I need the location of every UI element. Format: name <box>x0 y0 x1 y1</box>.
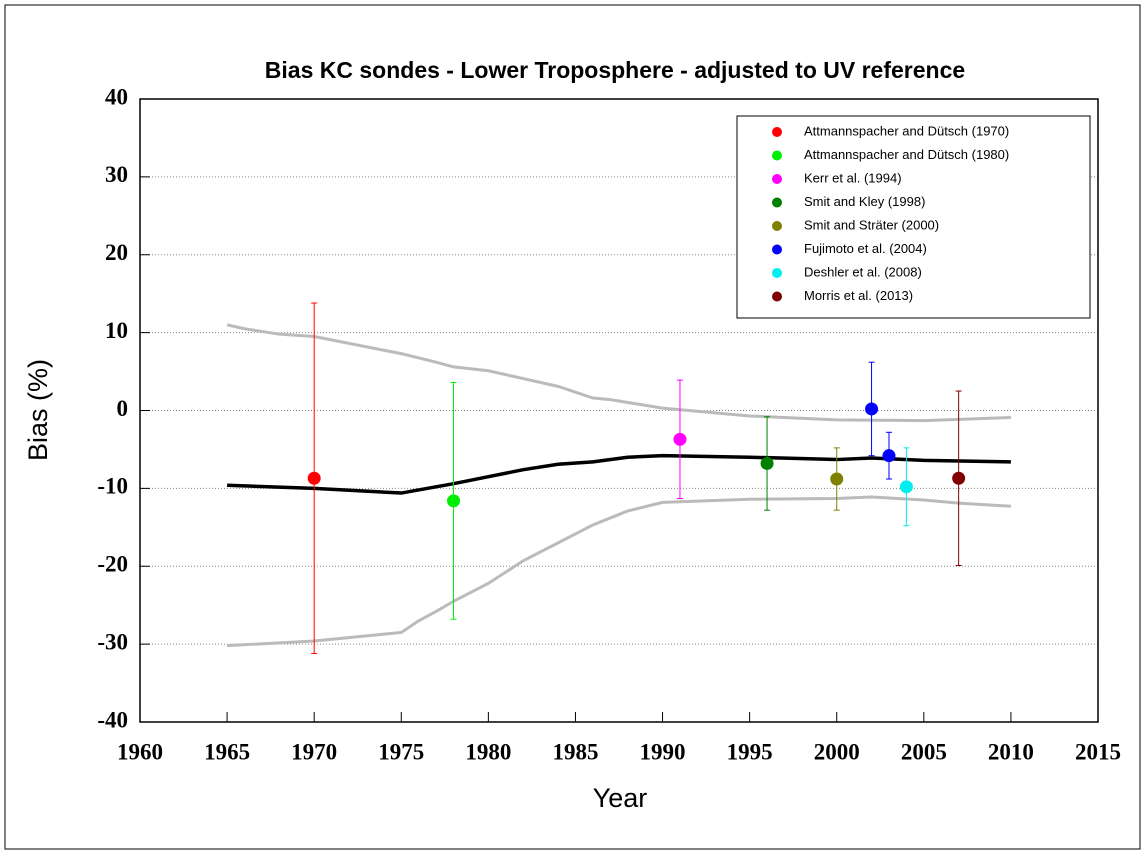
legend-label: Deshler et al. (2008) <box>804 264 922 279</box>
x-axis-label: Year <box>593 783 648 813</box>
y-tick-label: 40 <box>105 84 128 109</box>
legend-marker <box>772 197 782 208</box>
point <box>882 449 896 463</box>
legend-box <box>736 115 1091 319</box>
x-tick-label: 2010 <box>988 739 1034 764</box>
legend-label: Smit and Sträter (2000) <box>804 217 939 232</box>
point <box>899 480 913 494</box>
y-tick-label: -20 <box>97 552 128 577</box>
x-tick-label: 1990 <box>640 739 686 764</box>
legend-marker <box>772 268 782 278</box>
y-tick-label: -10 <box>97 474 128 499</box>
y-tick-label: 30 <box>105 162 128 187</box>
legend-label: Fujimoto et al. (2004) <box>804 241 927 256</box>
line <box>227 495 1011 648</box>
legend-marker <box>772 127 782 137</box>
point <box>865 402 879 416</box>
x-tick-label: 1995 <box>727 739 773 764</box>
x-tick-label: 1975 <box>378 739 424 764</box>
x-tick-label: 1980 <box>465 739 511 764</box>
x-tick-label: 2000 <box>814 739 860 764</box>
legend-label: Attmannspacher and Dütsch (1970) <box>804 123 1009 138</box>
legend-marker <box>772 174 782 184</box>
legend-label: Attmannspacher and Dütsch (1980) <box>804 147 1009 162</box>
y-tick-label: -30 <box>97 629 128 654</box>
y-tick-label: 10 <box>105 318 128 343</box>
plot-area <box>139 98 1099 723</box>
line <box>226 323 1011 423</box>
y-axis-label: Bias (%) <box>23 359 53 461</box>
x-tick-label: 2005 <box>901 739 947 764</box>
point <box>447 494 461 508</box>
point <box>830 472 844 486</box>
x-tick-label: 1985 <box>552 739 598 764</box>
legend-label: Smit and Kley (1998) <box>804 194 925 209</box>
line <box>227 453 1011 495</box>
point <box>673 432 687 446</box>
x-tick-label: 1970 <box>291 739 337 764</box>
y-tick-label: -40 <box>97 707 128 732</box>
x-tick-label: 1960 <box>117 739 163 764</box>
chart-title: Bias KC sondes - Lower Troposphere - adj… <box>265 57 965 83</box>
legend-marker <box>772 150 782 161</box>
point <box>307 471 321 485</box>
x-tick-label: 2015 <box>1075 739 1121 764</box>
y-tick-label: 0 <box>117 396 129 421</box>
legend-label: Morris et al. (2013) <box>804 288 913 303</box>
x-tick-label: 1965 <box>204 739 250 764</box>
legend-marker <box>772 221 782 231</box>
y-tick-label: 20 <box>105 240 128 265</box>
point <box>760 456 774 470</box>
legend-marker <box>772 291 782 302</box>
point <box>952 471 966 485</box>
legend-marker <box>772 244 782 255</box>
legend-label: Kerr et al. (1994) <box>804 170 902 185</box>
